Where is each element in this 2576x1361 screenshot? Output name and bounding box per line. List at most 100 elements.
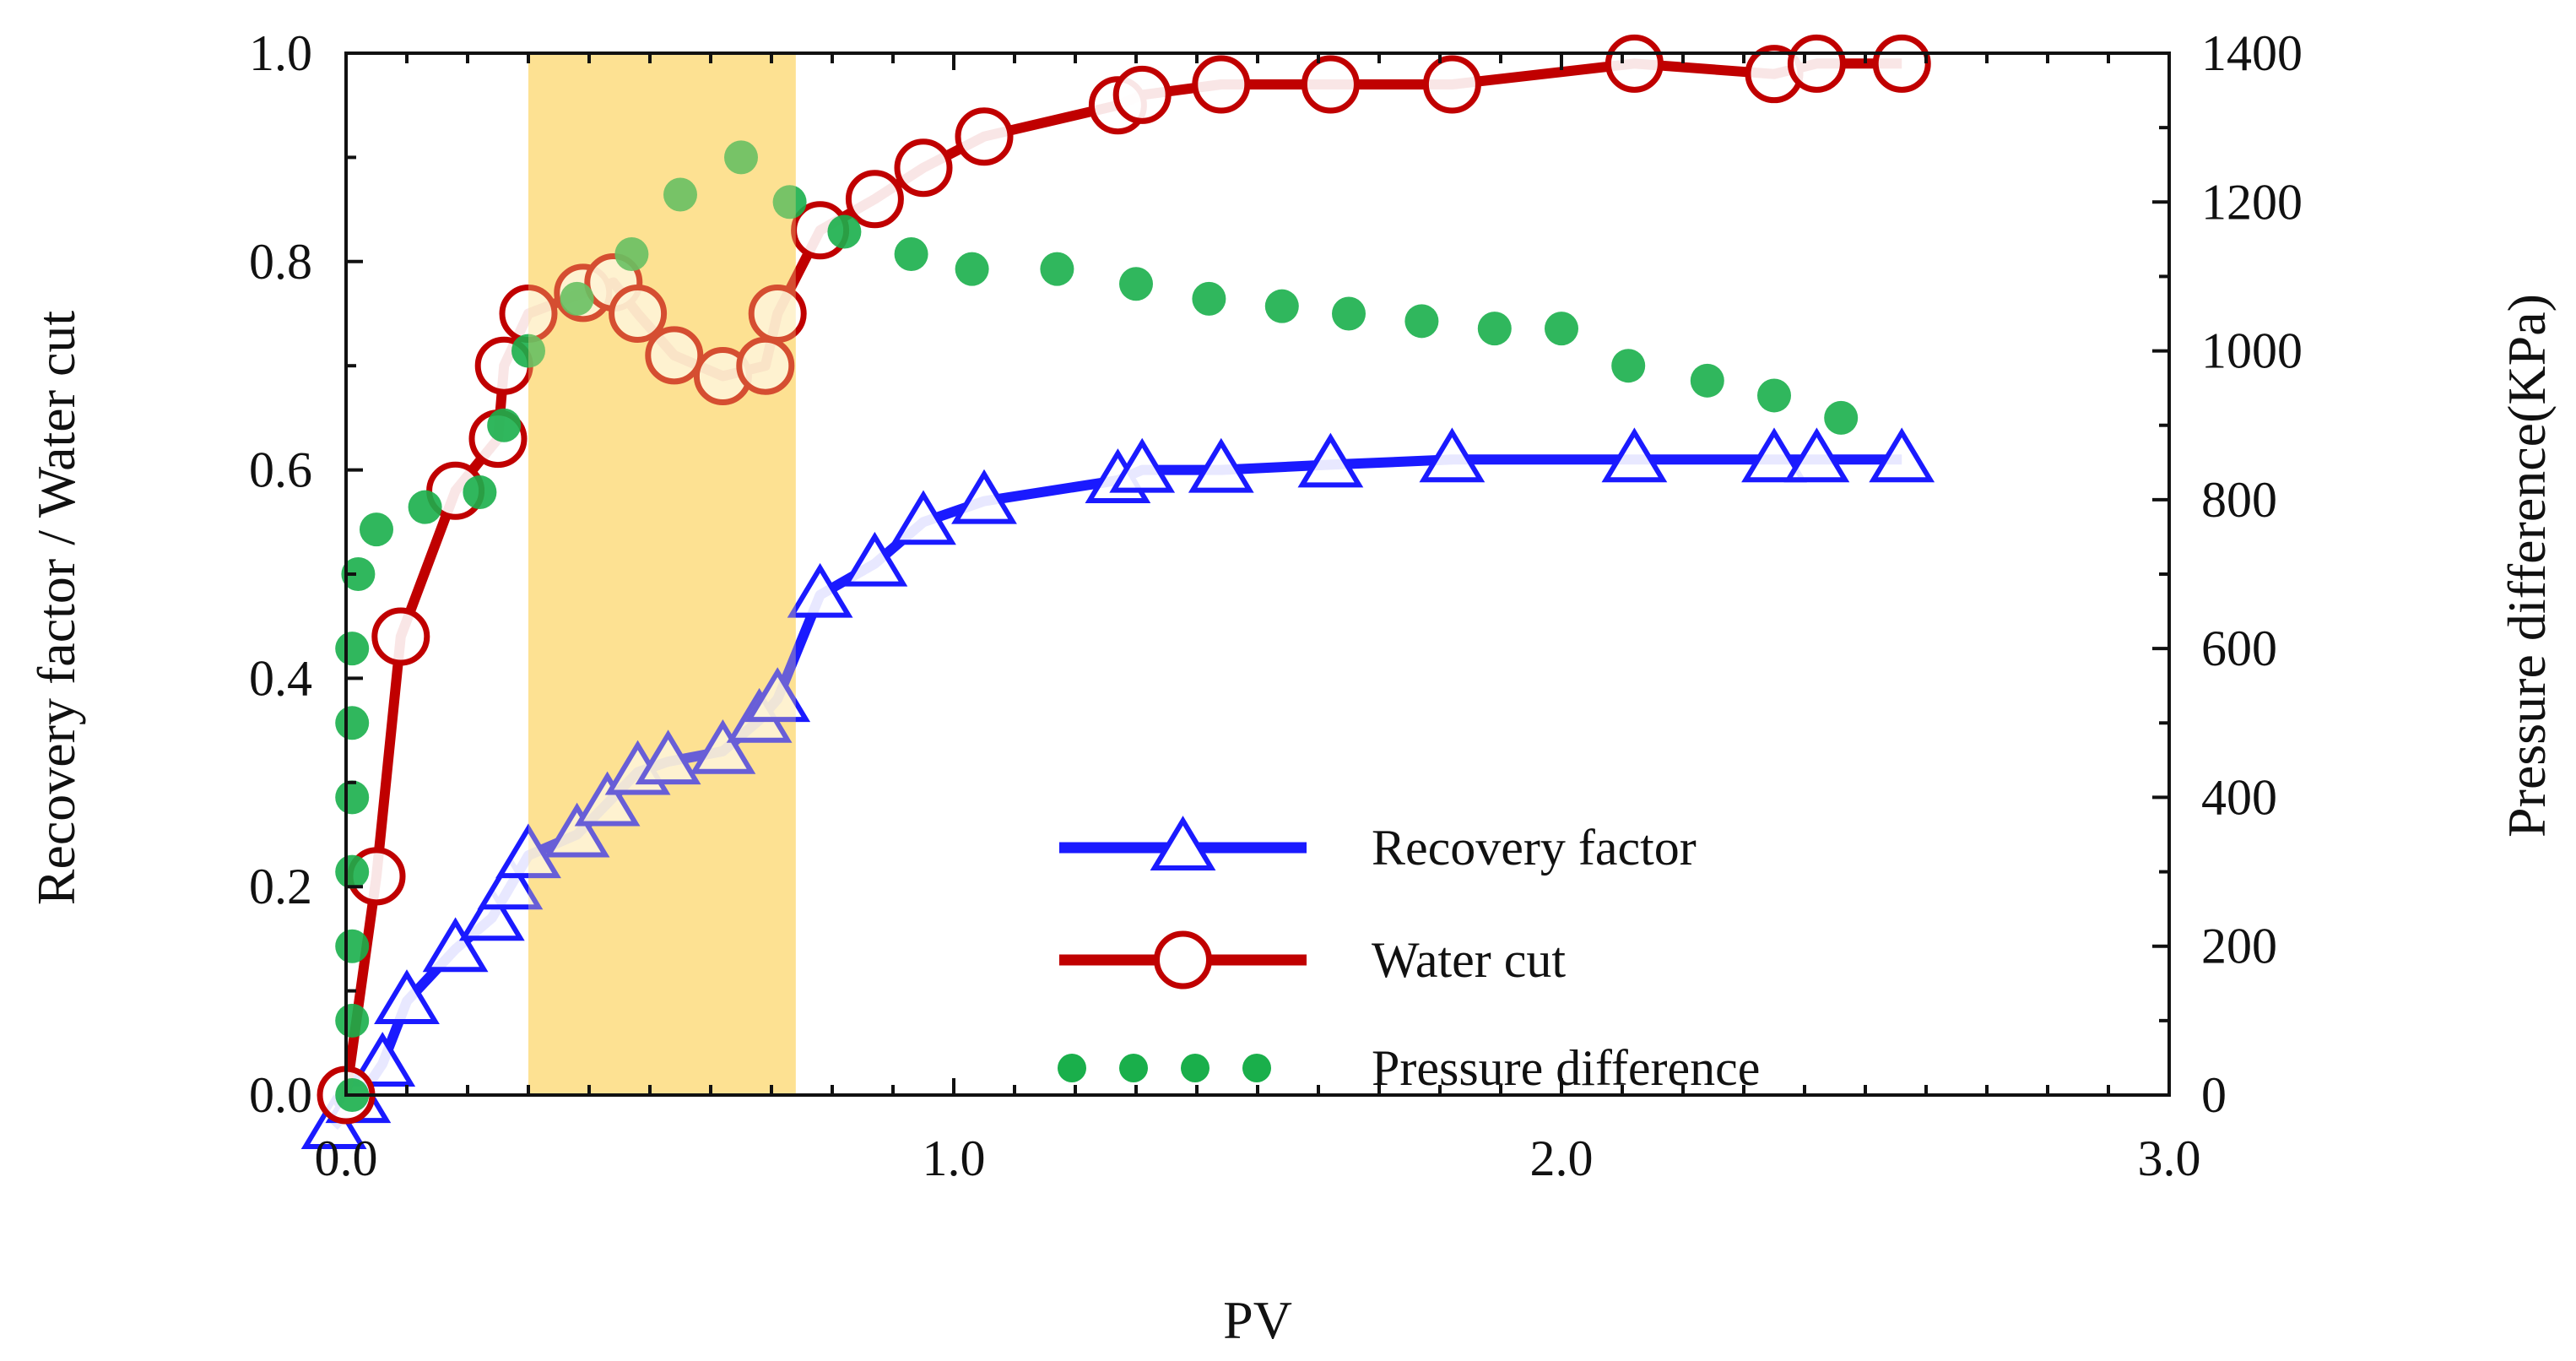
watercut-point — [1872, 34, 1931, 93]
recovery-point — [1188, 437, 1254, 493]
legend-item-water-cut: Water cut — [1059, 930, 1566, 990]
recovery-point — [477, 854, 544, 910]
y-axis-title: Recovery factor / Water cut — [26, 311, 86, 906]
watercut-point — [1787, 34, 1846, 93]
pressure-point — [1264, 289, 1299, 323]
legend-item-recovery-factor: Recovery factor — [1059, 816, 1697, 876]
x-tick-label: 2.0 — [1530, 1131, 1594, 1186]
watercut-point — [1301, 55, 1360, 114]
legend-label: Pressure difference — [1372, 1040, 1760, 1096]
recovery-point — [495, 823, 561, 879]
pressure-point — [1040, 252, 1074, 286]
pressure-point — [1477, 312, 1512, 346]
recovery-point — [574, 771, 641, 827]
axes-layer: 0.0 1.0 2.0 3.0 0.0 0.2 0.4 0.6 0.8 1.0 0 200 400 600… — [26, 25, 2557, 1350]
recovery-point — [1869, 427, 1935, 483]
pressure-point — [1824, 400, 1859, 435]
recovery-point — [349, 1032, 416, 1087]
recovery-point — [1783, 427, 1850, 483]
pressure-point — [894, 236, 928, 271]
recovery-point — [787, 562, 853, 618]
legend-dot — [1119, 1054, 1148, 1082]
recovery-point — [1419, 427, 1486, 483]
y2-axis-title: Pressure difference(KPa) — [2497, 294, 2557, 838]
pressure-point — [335, 929, 370, 963]
legend-label: Recovery factor — [1372, 820, 1697, 876]
pressure-point — [335, 854, 370, 889]
series-layer — [300, 34, 1935, 1150]
watercut-point — [645, 326, 704, 385]
y2-tick-label: 1200 — [2201, 174, 2303, 230]
x-tick-label: 0.0 — [315, 1131, 378, 1186]
watercut-point — [748, 285, 807, 343]
recovery-point — [842, 531, 908, 587]
pressure-point — [1545, 312, 1578, 346]
pressure-point — [335, 1003, 370, 1038]
highlight-region-layer — [528, 53, 796, 1095]
legend-dot — [1058, 1054, 1086, 1082]
recovery-point — [422, 917, 489, 973]
recovery-point — [744, 667, 811, 723]
pressure-point — [335, 780, 370, 815]
y2-tick-label: 0 — [2201, 1067, 2227, 1123]
y-tick-label: 0.6 — [249, 442, 312, 498]
pressure-point — [614, 236, 649, 271]
pressure-point — [1192, 281, 1226, 316]
watercut-point — [894, 138, 953, 198]
pressure-point — [511, 333, 545, 368]
pressure-point — [1404, 304, 1439, 339]
x-tick-label: 3.0 — [2138, 1131, 2201, 1186]
pressure-point — [408, 490, 442, 524]
pressure-point — [335, 632, 370, 666]
highlight-region-overlay — [528, 53, 796, 1095]
legend: Recovery factor Water cut Pressure differe… — [1058, 816, 1760, 1096]
recovery-point — [635, 729, 701, 785]
legend-item-pressure-difference: Pressure difference — [1058, 1040, 1760, 1096]
pressure-point — [487, 408, 522, 442]
y-tick-label: 0.0 — [249, 1067, 312, 1123]
legend-dot — [1242, 1054, 1271, 1082]
watercut-point — [609, 285, 668, 343]
y-tick-label: 1.0 — [249, 25, 312, 81]
recovery-point — [951, 469, 1017, 524]
pressure-point — [341, 557, 376, 591]
pressure-point — [1611, 349, 1646, 383]
pressure-point — [1119, 267, 1153, 301]
recovery-point — [690, 718, 756, 774]
y2-tick-label: 1400 — [2201, 25, 2303, 81]
y2-tick-label: 1000 — [2201, 323, 2303, 379]
pressure-point — [663, 177, 697, 212]
pressure-point — [463, 475, 497, 510]
pressure-point — [955, 252, 989, 286]
watercut-point — [1605, 34, 1664, 93]
pressure-point — [560, 281, 594, 316]
legend-label: Water cut — [1372, 932, 1566, 988]
highlight-region — [528, 53, 796, 1095]
recovery-point — [374, 969, 440, 1024]
pressure-point — [827, 214, 862, 249]
y-tick-label: 0.2 — [249, 859, 312, 914]
watercut-point — [1112, 65, 1172, 124]
recovery-point — [1741, 427, 1807, 483]
watercut-point — [371, 607, 430, 666]
x-tick-label: 1.0 — [923, 1131, 986, 1186]
watercut-point — [845, 170, 904, 229]
pressure-point — [335, 706, 370, 740]
series-recovery-factor — [300, 427, 1935, 1150]
pressure-point — [1757, 378, 1791, 413]
watercut-point — [955, 107, 1014, 166]
y2-tick-label: 800 — [2201, 472, 2277, 528]
watercut-point — [1192, 55, 1251, 114]
y-tick-label: 0.8 — [249, 234, 312, 290]
recovery-point — [890, 490, 956, 545]
recovery-point — [1601, 427, 1668, 483]
pressure-point — [360, 512, 393, 547]
pressure-point — [1690, 363, 1724, 398]
y2-tick-label: 200 — [2201, 919, 2277, 974]
legend-marker — [1150, 816, 1216, 870]
pressure-point — [724, 140, 758, 175]
recovery-point — [1109, 437, 1176, 493]
legend-marker — [1154, 930, 1212, 990]
recovery-point — [458, 886, 525, 941]
